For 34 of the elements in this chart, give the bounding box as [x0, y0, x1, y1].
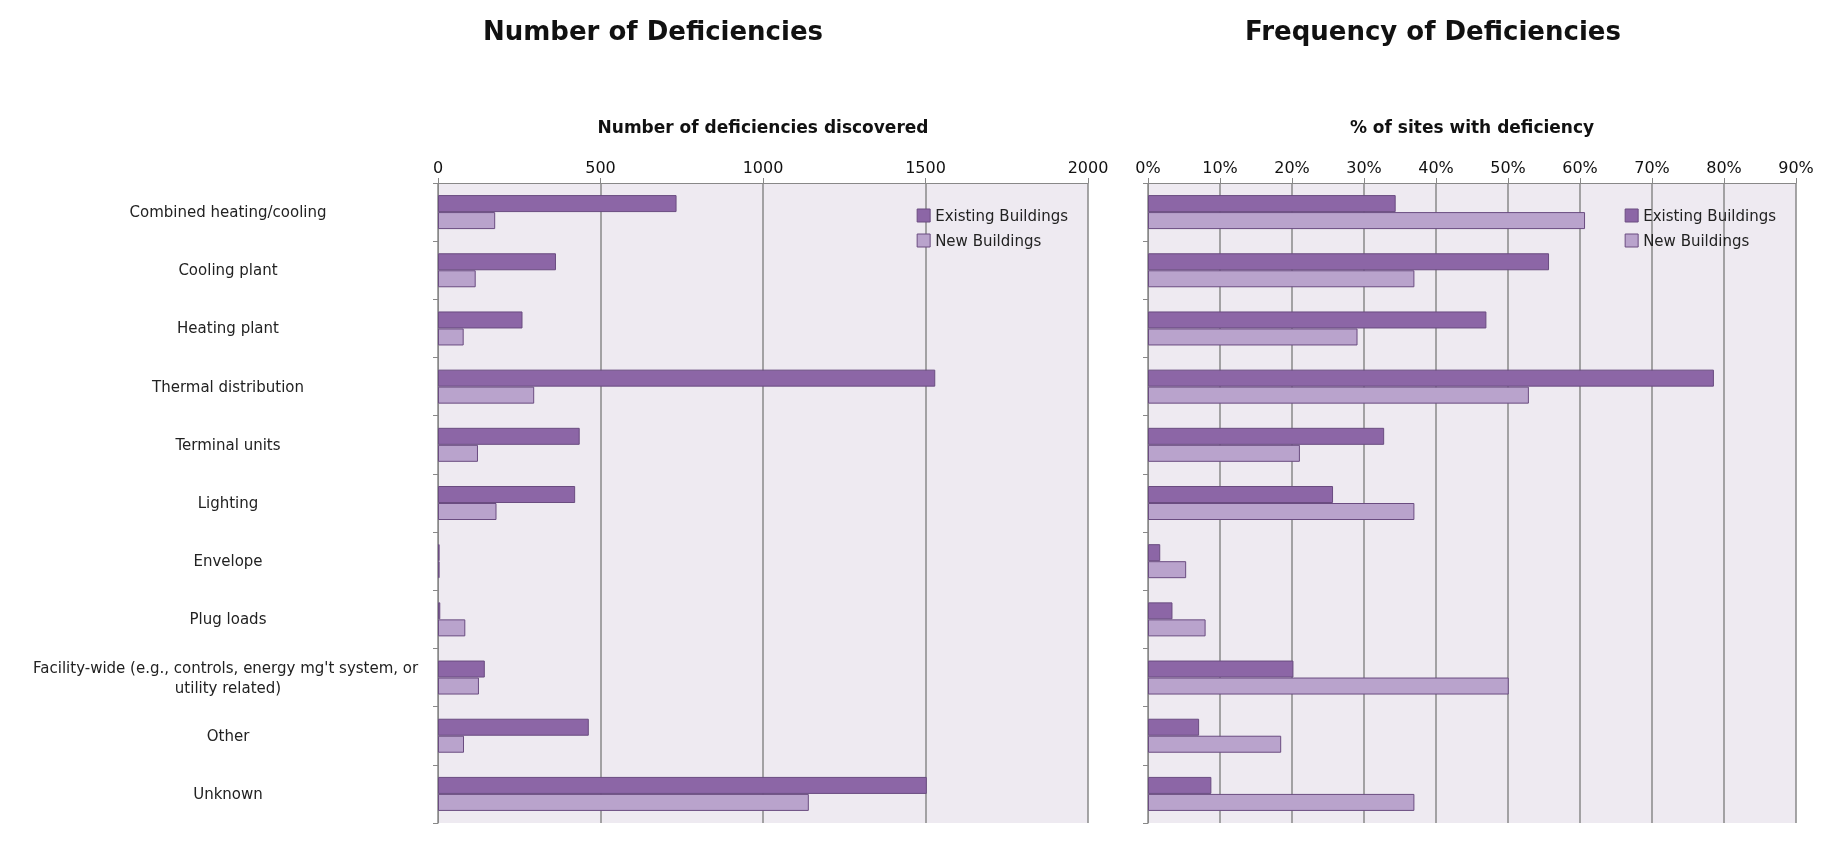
legend-label: Existing Buildings — [1643, 206, 1777, 225]
legend-label: New Buildings — [935, 231, 1042, 250]
x-tick-label: 70% — [1634, 157, 1670, 177]
chart-title: Number of Deficiencies — [482, 16, 824, 46]
legend-label: Existing Buildings — [935, 206, 1069, 225]
x-tick-label: 80% — [1706, 157, 1742, 177]
y-tick-label: Facility-wide (e.g., controls, energy mg't system, or utility related) — [33, 658, 423, 697]
y-tick-label: Plug loads — [189, 610, 267, 629]
y-tick-label: Terminal units — [174, 435, 281, 454]
y-tick-label: Unknown — [193, 784, 263, 803]
x-tick-label: 1000 — [742, 157, 784, 177]
x-tick-label: 30% — [1346, 157, 1382, 177]
x-tick-label: 2000 — [1067, 157, 1109, 177]
y-tick-label: Other — [206, 726, 251, 745]
y-tick-label: Combined heating/cooling — [129, 203, 327, 222]
x-tick-label: 1500 — [905, 157, 946, 177]
y-tick-label: Lighting — [197, 494, 259, 512]
x-tick-label: 10% — [1202, 157, 1238, 177]
x-tick-label: 60% — [1562, 157, 1598, 177]
legend-label: New Buildings — [1643, 231, 1750, 250]
x-tick-label: 0% — [1135, 157, 1161, 177]
x-tick-label: 0 — [432, 157, 444, 177]
y-tick-label: Heating plant — [177, 319, 280, 338]
y-tick-label: Thermal distribution — [150, 377, 305, 396]
x-axis-title: % of sites with deficiency — [1349, 116, 1595, 137]
x-tick-label: 500 — [585, 157, 616, 177]
x-axis-title: Number of deficiencies discovered — [597, 116, 929, 137]
x-tick-label: 90% — [1778, 157, 1814, 177]
x-tick-label: 20% — [1274, 157, 1310, 177]
chart-title: Frequency of Deficiencies — [1245, 16, 1621, 46]
y-tick-label: Envelope — [193, 552, 263, 571]
y-tick-label: Cooling plant — [178, 261, 278, 280]
x-tick-label: 50% — [1490, 157, 1526, 177]
x-tick-label: 40% — [1418, 157, 1454, 177]
